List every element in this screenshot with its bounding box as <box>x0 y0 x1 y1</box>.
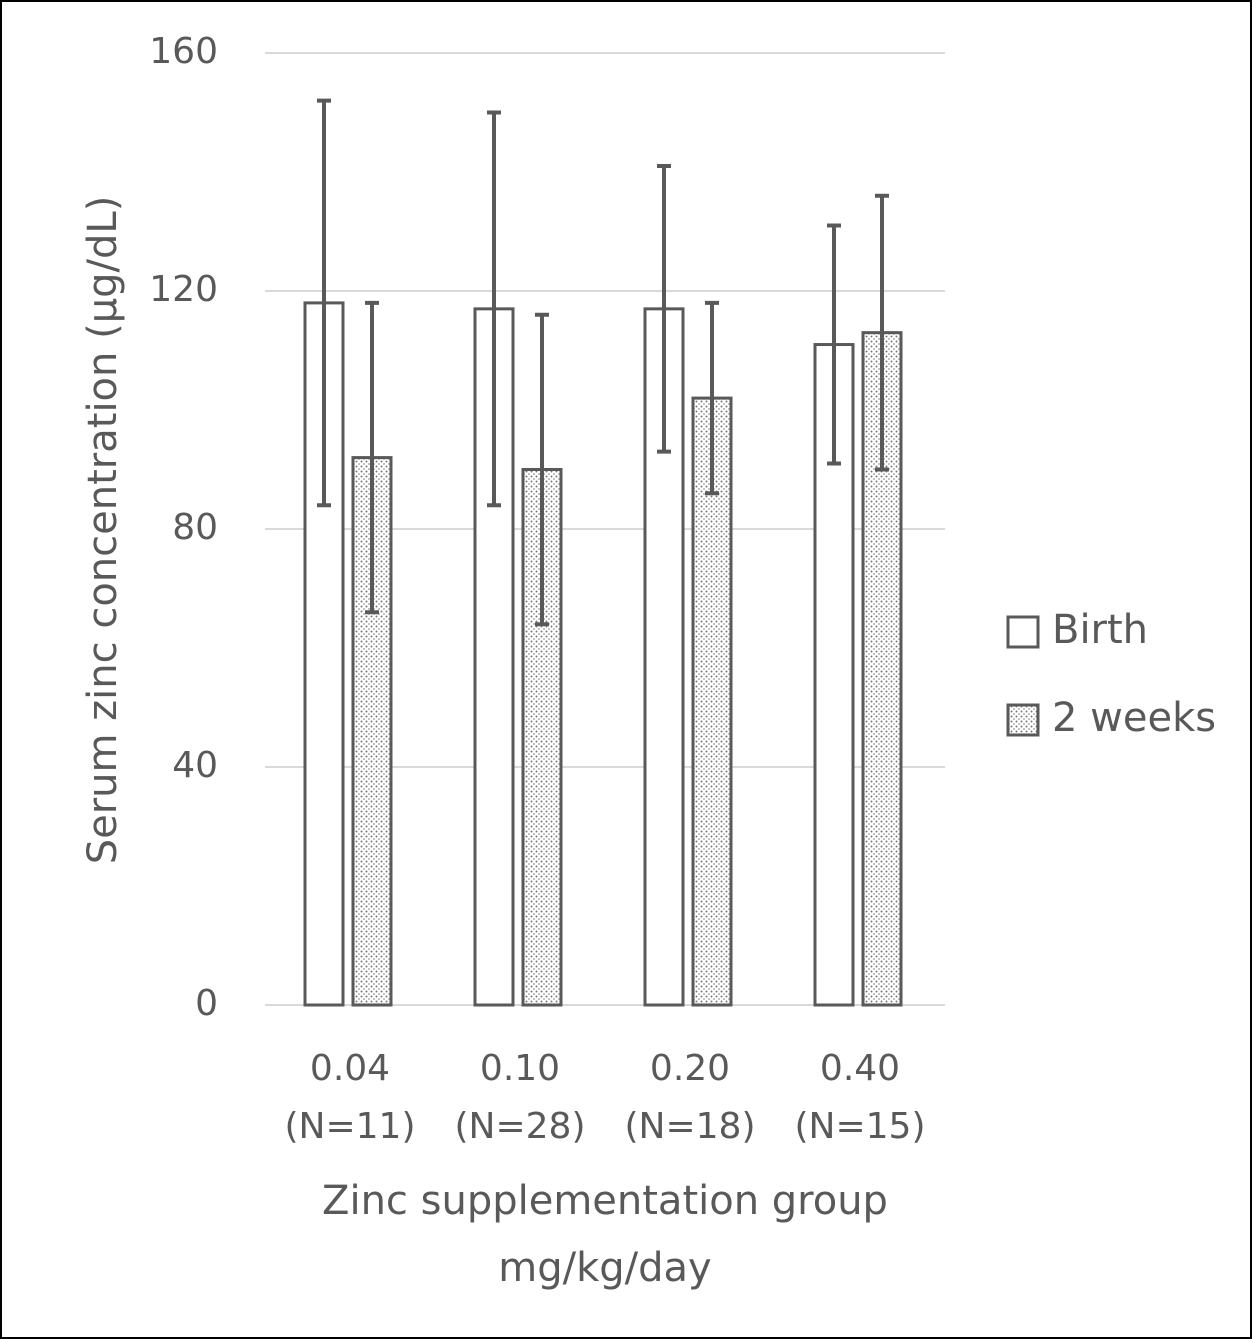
error-bar <box>827 223 841 466</box>
x-axis-label: Zinc supplementation group <box>322 1178 888 1224</box>
x-tick-label: 0.40 <box>820 1048 900 1089</box>
y-tick-label: 120 <box>149 269 218 310</box>
error-bar <box>875 193 889 472</box>
legend-label: 2 weeks <box>1052 695 1216 741</box>
x-tick-label: (N=15) <box>795 1106 926 1147</box>
x-axis-label: mg/kg/day <box>498 1245 711 1291</box>
error-bar <box>657 164 671 454</box>
x-tick-label: (N=11) <box>285 1106 416 1147</box>
error-bar <box>487 110 501 508</box>
x-tick-label: (N=18) <box>625 1106 756 1147</box>
bar <box>303 301 345 1007</box>
error-bar <box>317 98 331 508</box>
y-tick-label: 160 <box>149 31 218 72</box>
y-tick-label: 80 <box>172 507 218 548</box>
error-bar <box>365 300 379 615</box>
x-tick-label: 0.20 <box>650 1048 730 1089</box>
legend-swatch <box>1006 703 1040 737</box>
bar <box>691 396 733 1007</box>
legend-swatch <box>1006 615 1040 649</box>
y-tick-label: 0 <box>195 983 218 1024</box>
x-tick-label: 0.04 <box>310 1048 390 1089</box>
y-tick-label: 40 <box>172 745 218 786</box>
error-bar <box>535 312 549 627</box>
x-tick-label: (N=28) <box>455 1106 586 1147</box>
legend-label: Birth <box>1052 607 1148 653</box>
error-bar <box>705 300 719 496</box>
x-tick-label: 0.10 <box>480 1048 560 1089</box>
y-axis-label: Serum zinc concentration (µg/dL) <box>80 196 126 865</box>
